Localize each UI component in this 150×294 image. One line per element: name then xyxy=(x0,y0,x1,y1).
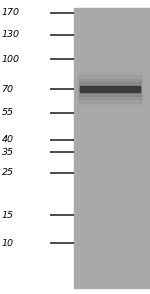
Text: 70: 70 xyxy=(2,85,14,93)
Text: 40: 40 xyxy=(2,135,14,144)
Text: 130: 130 xyxy=(2,30,20,39)
Bar xyxy=(79,75,141,103)
Text: 100: 100 xyxy=(2,55,20,64)
Bar xyxy=(74,8,150,288)
Text: 10: 10 xyxy=(2,239,14,248)
Text: 15: 15 xyxy=(2,211,14,220)
Text: 25: 25 xyxy=(2,168,14,177)
Bar xyxy=(78,72,142,106)
Text: 55: 55 xyxy=(2,108,14,117)
Text: 35: 35 xyxy=(2,148,14,157)
Bar xyxy=(80,86,140,92)
Text: 170: 170 xyxy=(2,8,20,17)
Bar xyxy=(80,82,140,96)
Bar xyxy=(79,79,141,99)
